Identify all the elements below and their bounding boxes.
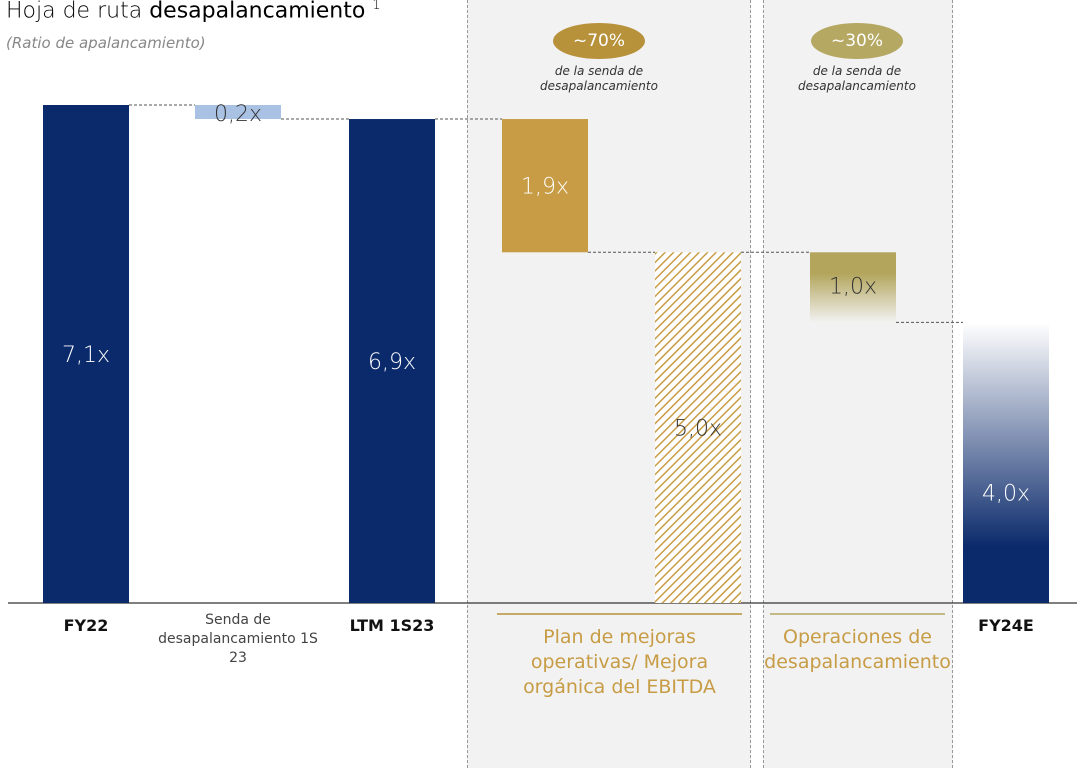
bar — [43, 105, 129, 603]
title-emphasis: desapalancamiento — [149, 0, 366, 24]
bar — [810, 252, 896, 323]
title-text: Hoja de ruta — [6, 0, 143, 24]
bar — [349, 119, 435, 603]
value-label: 7,1x — [62, 343, 110, 368]
value-label: 5,0x — [674, 417, 722, 442]
panel-note: de la senda de desapalancamiento — [540, 64, 658, 93]
badge: ~30% — [811, 23, 903, 59]
value-label: 0,2x — [214, 102, 262, 127]
footnote-mark: 1 — [372, 0, 381, 13]
value-label: 4,0x — [982, 482, 1030, 507]
value-label: 6,9x — [368, 350, 416, 375]
category-label: LTM 1S23 — [349, 616, 435, 635]
value-label: 1,9x — [521, 175, 569, 200]
category-label: FY22 — [63, 616, 109, 635]
category-label: Senda de desapalancamiento 1S 23 — [158, 612, 318, 666]
group-label: Operaciones de desapalancamiento — [764, 626, 951, 673]
category-label: FY24E — [978, 616, 1034, 635]
bar — [195, 105, 281, 119]
value-label: 1,0x — [829, 274, 877, 299]
badge: ~70% — [553, 23, 645, 59]
group-label: Plan de mejoras operativas/ Mejora orgán… — [523, 626, 716, 698]
bar — [963, 322, 1049, 603]
panel — [763, 0, 953, 768]
bar — [655, 252, 741, 603]
subtitle: (Ratio de apalancamiento) — [6, 34, 206, 52]
panel-note: de la senda de desapalancamiento — [798, 64, 916, 93]
bar — [502, 119, 588, 253]
title: Hoja de ruta desapalancamiento 1 — [6, 0, 381, 23]
